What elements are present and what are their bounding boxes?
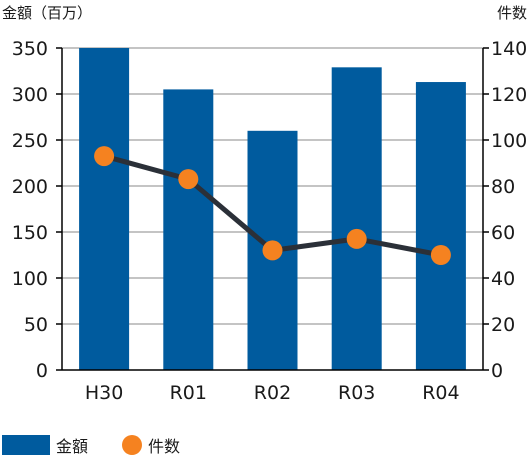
count-marker-r01	[178, 169, 199, 190]
legend-item-amount: 金額	[2, 433, 88, 457]
left-tick-label-7: 350	[12, 38, 48, 60]
right-tick-label-6: 120	[491, 84, 527, 106]
count-marker-r03	[346, 228, 367, 249]
left-tick-label-3: 150	[12, 222, 48, 244]
right-tick-label-4: 80	[491, 176, 515, 198]
legend-label-count: 件数	[148, 437, 181, 456]
count-marker-h30	[94, 146, 115, 167]
legend-item-count: 件数	[122, 433, 180, 457]
bar-r03	[331, 67, 382, 370]
right-tick-label-1: 20	[491, 314, 515, 336]
legend-marker-swatch	[122, 435, 142, 455]
count-marker-r04	[430, 245, 451, 265]
right-tick-label-5: 100	[491, 130, 527, 152]
right-tick-label-3: 60	[491, 222, 515, 244]
x-tick-label-r01: R01	[170, 382, 207, 404]
count-marker-r02	[262, 240, 283, 261]
right-tick-label-2: 40	[491, 268, 515, 290]
bar-h30	[79, 48, 130, 370]
bar-r04	[415, 82, 466, 370]
left-tick-label-0: 0	[36, 360, 48, 382]
bar-r01	[163, 89, 214, 371]
left-axis-label: 金額（百万）	[2, 4, 93, 22]
x-tick-label-r03: R03	[338, 382, 375, 404]
x-tick-label-r04: R04	[422, 382, 459, 404]
legend-bar-swatch	[2, 435, 50, 455]
right-tick-label-7: 140	[491, 38, 527, 60]
right-tick-label-0: 0	[491, 360, 503, 382]
left-tick-label-4: 200	[12, 176, 48, 198]
left-tick-label-2: 100	[12, 268, 48, 290]
left-tick-label-1: 50	[24, 314, 48, 336]
right-axis-label: 件数	[496, 4, 527, 22]
x-tick-label-r02: R02	[254, 382, 291, 404]
x-tick-label-h30: H30	[85, 382, 123, 404]
combo-chart: 0 50 100 150 200 250 300 350 0 20 40 60 80 100 120 140 H…	[12, 38, 528, 404]
left-tick-label-5: 250	[12, 130, 48, 152]
legend-label-amount: 金額	[56, 437, 89, 456]
left-tick-label-6: 300	[12, 84, 48, 106]
